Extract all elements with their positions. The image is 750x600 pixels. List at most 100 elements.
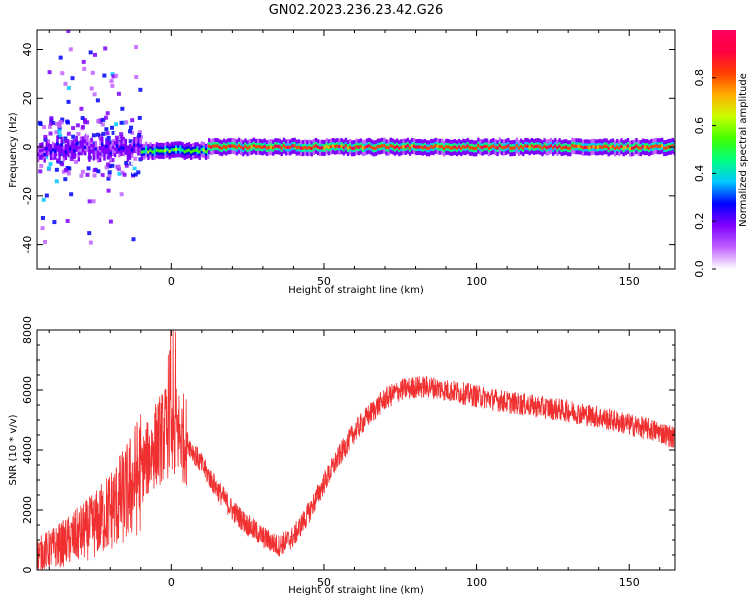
spectrogram-x-tick-label: 150 — [619, 275, 640, 288]
spectrogram-ridge-core — [37, 152, 40, 156]
spectrogram-noise-cell — [136, 151, 141, 156]
spectrogram-noise-cell — [129, 125, 134, 130]
spectrogram-ridge-core — [69, 147, 72, 151]
spectrogram-ridge-core — [481, 146, 484, 150]
spectrogram-ridge-core — [419, 145, 422, 149]
spectrogram-noise-cell — [43, 137, 48, 142]
spectrogram-ridge-core — [387, 146, 390, 150]
spectrogram-noise-cell — [54, 179, 59, 184]
spectrogram-ridge-core — [436, 144, 439, 148]
spectrogram-noise-cell — [57, 126, 62, 131]
spectrogram-ridge-core — [502, 146, 506, 150]
spectrogram-ridge-core — [432, 145, 435, 149]
spectrogram-noise-cell — [95, 98, 100, 103]
snr-x-tick-label: 150 — [619, 576, 640, 589]
spectrogram-ridge-core — [304, 145, 307, 150]
spectrogram-noise-cell — [65, 119, 70, 124]
spectrogram-ridge-core — [233, 144, 236, 148]
spectrogram-ridge-core — [588, 146, 591, 150]
spectrogram-ridge-core — [166, 148, 169, 152]
spectrogram-ridge-core — [308, 146, 311, 150]
spectrogram-ridge-core — [472, 146, 476, 151]
spectrogram-ridge-core — [73, 149, 76, 153]
spectrogram-ridge-core — [378, 144, 382, 148]
spectrogram-noise-cell — [106, 162, 111, 167]
spectrogram-ridge-core — [613, 146, 617, 150]
spectrogram-noise-cell — [137, 132, 142, 137]
spectrogram-ridge-core — [598, 145, 602, 149]
spectrogram-ridge-core — [164, 148, 167, 152]
spectrogram-y-tick-label: -20 — [21, 187, 34, 205]
spectrogram-noise-cell — [101, 131, 106, 136]
spectrogram-ridge-core — [447, 145, 450, 149]
spectrogram-ridge-core — [635, 144, 638, 148]
spectrogram-ridge-core — [554, 144, 557, 148]
spectrogram-noise-cell — [66, 171, 71, 176]
spectrogram-ridge-core — [410, 144, 414, 148]
spectrogram-ridge-core — [351, 146, 354, 150]
spectrogram-ridge-core — [663, 146, 666, 150]
spectrogram-ridge-core — [314, 144, 318, 148]
spectrogram-ridge-core — [368, 144, 371, 148]
spectrogram-ridge-core — [464, 145, 467, 149]
colorbar-label: Normalized spectral amplitude — [738, 73, 749, 227]
spectrogram-noise-cell — [89, 86, 94, 91]
spectrogram-ridge-core — [162, 149, 165, 153]
spectrogram-ridge-core — [235, 145, 239, 150]
spectrogram-ridge-core — [547, 145, 551, 149]
spectrogram-ridge-core — [359, 144, 363, 149]
spectrogram-ridge-core — [160, 149, 163, 153]
spectrogram-ridge-core — [122, 146, 125, 150]
spectrogram-noise-cell — [58, 133, 63, 138]
spectrogram-ridge-core — [120, 146, 123, 150]
spectrogram-noise-cell — [48, 121, 53, 126]
spectrogram-ridge-core — [75, 142, 78, 146]
spectrogram-ridge-core — [312, 145, 316, 149]
spectrogram-ridge-core — [586, 145, 589, 150]
spectrogram-ridge-core — [157, 149, 161, 153]
spectrogram-noise-cell — [80, 124, 85, 129]
spectrogram-ridge-core — [111, 145, 115, 149]
spectrogram-noise-cell — [92, 92, 97, 97]
spectrogram-noise-cell — [41, 197, 46, 202]
spectrogram-noise-cell — [102, 73, 107, 78]
spectrogram-ridge-core — [229, 144, 232, 148]
spectrogram-noise-cell — [92, 125, 97, 130]
spectrogram-ridge-core — [468, 146, 472, 150]
spectrogram-ridge-core — [287, 145, 290, 149]
spectrogram-ridge-core — [47, 145, 51, 150]
spectrogram-noise-cell — [108, 219, 113, 224]
spectrogram-ridge-core — [306, 146, 309, 150]
spectrogram-noise-cell — [88, 50, 93, 55]
spectrogram-noise-cell — [96, 119, 101, 124]
spectrogram-ridge-core — [479, 145, 482, 149]
spectrogram-noise-cell — [63, 177, 68, 182]
spectrogram-noise-cell — [110, 157, 115, 162]
spectrogram-noise-cell — [49, 116, 54, 121]
spectrogram-ridge-core — [355, 145, 358, 149]
spectrogram-ridge-core — [564, 145, 568, 149]
spectrogram-y-label: Frequency (Hz) — [8, 112, 19, 188]
spectrogram-noise-cell — [106, 188, 111, 193]
colorbar-tick-label: 0.2 — [693, 212, 706, 230]
snr-x-tick-label: 100 — [466, 576, 487, 589]
spectrogram-ridge-core — [66, 146, 70, 150]
spectrogram-ridge-core — [196, 148, 199, 152]
spectrogram-ridge-core — [248, 145, 251, 149]
snr-x-tick-label: 50 — [317, 576, 331, 589]
spectrogram-noise-cell — [71, 134, 76, 139]
spectrogram-noise-cell — [63, 136, 68, 141]
spectrogram-ridge-core — [658, 144, 662, 148]
spectrogram-ridge-core — [71, 148, 74, 152]
spectrogram-ridge-core — [220, 146, 224, 150]
spectrogram-ridge-core — [198, 150, 201, 154]
spectrogram-ridge-core — [366, 144, 369, 148]
spectrogram-ridge-core — [39, 149, 42, 153]
spectrogram-ridge-core — [673, 146, 675, 150]
spectrogram-noise-cell — [106, 176, 111, 181]
spectrogram-noise-cell — [120, 170, 125, 175]
snr-x-tick-label: 0 — [168, 576, 175, 589]
spectrogram-ridge-core — [140, 150, 144, 154]
spectrogram-noise-cell — [75, 123, 80, 128]
